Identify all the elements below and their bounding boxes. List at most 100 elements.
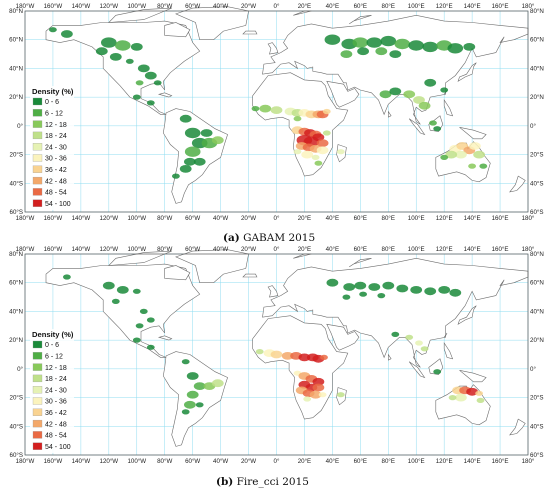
- lat-tick-label-right: 40°N: [530, 65, 544, 72]
- lon-tick-label-bottom: 80°E: [382, 215, 395, 222]
- burn-density-patch: [382, 281, 395, 290]
- burn-density-patch: [146, 100, 155, 106]
- lat-tick-label-left: 40°N: [9, 308, 23, 315]
- burn-density-patch: [49, 27, 57, 33]
- lat-tick-label-left: 80°N: [9, 251, 23, 258]
- legend-label: 6 - 12: [45, 111, 63, 118]
- lon-tick-label-bottom: 140°E: [464, 458, 481, 465]
- burn-density-patch: [469, 142, 481, 150]
- burn-density-patch: [186, 372, 199, 380]
- landmass-greenland: [175, 6, 249, 40]
- burn-density-patch: [181, 359, 190, 365]
- burn-density-patch: [440, 154, 449, 160]
- legend-label: 12 - 18: [45, 365, 67, 372]
- lon-tick-label-top: 140°W: [72, 3, 91, 10]
- burn-density-patch: [211, 136, 224, 145]
- burn-density-patch: [115, 40, 131, 51]
- burn-density-patch: [200, 129, 213, 137]
- lat-tick-label-left: 40°S: [10, 180, 23, 187]
- burn-density-patch: [179, 114, 192, 123]
- lat-tick-label-left: 60°S: [10, 209, 23, 216]
- landmass-baffin: [164, 265, 191, 281]
- lat-tick-label-right: 80°N: [530, 8, 544, 15]
- burn-density-patch: [63, 274, 71, 280]
- burn-density-patch: [132, 337, 141, 343]
- legend-swatch: [32, 199, 43, 207]
- burn-density-patch: [476, 397, 485, 403]
- lon-tick-label-bottom: 160°E: [492, 215, 509, 222]
- lon-tick-label-top: 20°E: [298, 3, 311, 10]
- burn-density-patch: [195, 402, 204, 408]
- lon-tick-label-bottom: 120°W: [100, 458, 119, 465]
- lon-tick-label-bottom: 40°W: [213, 458, 228, 465]
- legend-label: 0 - 6: [45, 342, 59, 349]
- lon-tick-label-top: 0°: [274, 246, 280, 253]
- lon-tick-label-top: 120°W: [100, 246, 119, 253]
- lat-tick-label-right: 0°: [530, 366, 536, 373]
- lat-tick-label-right: 80°N: [530, 251, 544, 258]
- burn-density-patch: [445, 150, 458, 159]
- lon-tick-label-top: 40°E: [326, 246, 339, 253]
- lon-tick-label-top: 40°E: [326, 3, 339, 10]
- burn-density-patch: [135, 80, 144, 86]
- lat-tick-label-right: 20°S: [530, 152, 543, 159]
- legend-swatch: [32, 363, 43, 371]
- burn-density-patch: [403, 90, 416, 99]
- lon-tick-label-bottom: 180°: [522, 458, 535, 465]
- burn-density-patch: [139, 308, 148, 314]
- continent-outlines: [45, 6, 529, 204]
- lat-tick-label-left: 20°N: [9, 94, 23, 101]
- burn-density-patch: [251, 106, 260, 112]
- legend-label: 18 - 24: [45, 376, 67, 383]
- legend-label: 36 - 42: [45, 167, 67, 174]
- lon-tick-label-bottom: 80°E: [382, 458, 395, 465]
- landmass-new-zealand: [509, 175, 526, 193]
- lat-tick-label-left: 0°: [17, 366, 23, 373]
- burn-density-patch: [440, 87, 449, 93]
- legend-swatch: [32, 120, 43, 128]
- lat-tick-label-left: 0°: [17, 123, 23, 130]
- lon-tick-label-bottom: 160°W: [44, 458, 63, 465]
- landmass-arabia: [326, 80, 360, 108]
- landmass-north-america: [45, 263, 201, 358]
- lon-tick-label-top: 40°W: [213, 246, 228, 253]
- lon-tick-label-bottom: 140°E: [464, 215, 481, 222]
- legend: Density (%) 0 - 6 6 - 12 12 - 18 18 - 24 24 -…: [30, 86, 74, 210]
- burn-density-patch: [193, 157, 206, 166]
- lon-tick-label-top: 140°E: [464, 246, 481, 253]
- lon-tick-label-top: 80°W: [157, 3, 172, 10]
- burn-density-patch: [181, 409, 190, 415]
- landmass-japan: [457, 305, 477, 325]
- landmass-cuba: [157, 335, 173, 341]
- landmass-uk: [267, 285, 279, 298]
- legend-swatch: [32, 397, 43, 405]
- landmass-sumatra: [408, 361, 426, 379]
- lat-tick-label-right: 20°N: [530, 94, 544, 101]
- burn-density-patch: [342, 294, 351, 300]
- burn-density-patch: [389, 87, 402, 96]
- lon-tick-label-top: 80°E: [382, 246, 395, 253]
- burn-density-patch: [466, 387, 478, 396]
- lon-tick-label-top: 180°: [522, 246, 535, 253]
- burned-area-overlay: [49, 27, 488, 179]
- burn-density-patch: [311, 154, 320, 160]
- legend-label: 30 - 36: [45, 156, 67, 163]
- legend-swatch: [32, 143, 43, 151]
- legend-swatch: [32, 374, 43, 383]
- lon-tick-label-top: 100°E: [408, 3, 425, 10]
- lat-tick-label-right: 60°S: [530, 452, 543, 459]
- burn-density-patch: [463, 43, 476, 51]
- lon-tick-label-top: 100°W: [127, 3, 146, 10]
- lon-tick-label-top: 120°W: [100, 3, 119, 10]
- lon-tick-label-bottom: 60°E: [354, 215, 367, 222]
- lon-tick-label-top: 180°W: [16, 246, 35, 253]
- burn-density-patch: [309, 390, 322, 399]
- legend: Density (%) 0 - 6 6 - 12 12 - 18 18 - 24 24 -…: [30, 329, 74, 453]
- legend-label: 24 - 30: [45, 144, 67, 151]
- axis-ticks: 180°W 180°W 160°W 160°W 140°W 140°W 120°W 120°W…: [9, 3, 544, 222]
- legend-swatch: [32, 431, 43, 439]
- legend-swatch: [32, 408, 43, 416]
- lon-tick-label-top: 100°W: [127, 246, 146, 253]
- burn-density-patch: [377, 293, 386, 299]
